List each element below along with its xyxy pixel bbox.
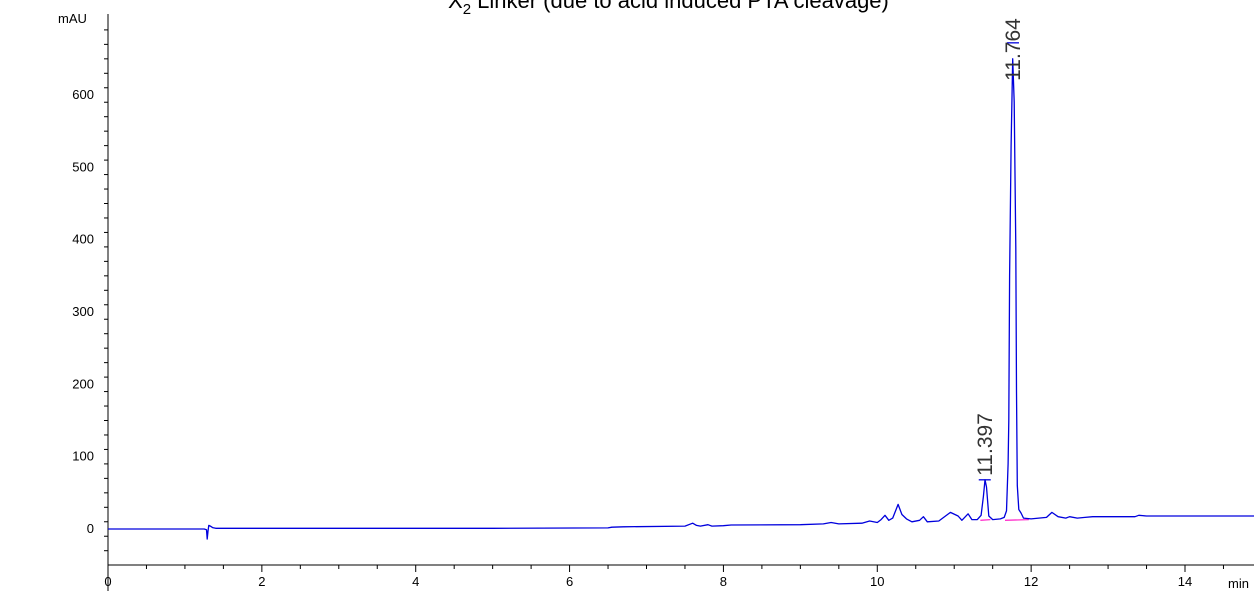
integration-baseline: [980, 518, 991, 521]
x-tick-label: 4: [412, 574, 419, 589]
x-axis-ticks: 0 2 4 6 8 10 12 14: [104, 565, 1224, 589]
chart-title-base: X: [448, 0, 463, 13]
chart-title-rest: Linker (due to acid induced PTA cleavage…: [471, 0, 889, 13]
peak-annotations: 11.397 11.764: [974, 18, 1025, 481]
y-tick-label: 300: [72, 304, 94, 319]
x-tick-label: 2: [258, 574, 265, 589]
y-axis-unit-label: mAU: [58, 11, 87, 26]
y-tick-label: 400: [72, 232, 94, 247]
y-tick-label: 500: [72, 159, 94, 174]
x-tick-label: 6: [566, 574, 573, 589]
x-tick-label: 14: [1178, 574, 1192, 589]
y-tick-label: 200: [72, 376, 94, 391]
peak-retention-label: 11.764: [1002, 18, 1025, 81]
y-tick-label: 100: [72, 449, 94, 464]
x-axis-unit-label: min: [1228, 576, 1249, 591]
y-tick-label: 0: [87, 521, 94, 536]
x-tick-label: 10: [870, 574, 884, 589]
x-tick-label: 8: [720, 574, 727, 589]
chart-title-subscript: 2: [463, 1, 471, 18]
integration-baselines: [980, 518, 1029, 521]
x-tick-label: 0: [104, 574, 111, 589]
integration-baseline: [1004, 518, 1029, 521]
peak-retention-label: 11.397: [974, 413, 997, 476]
y-tick-label: 600: [72, 87, 94, 102]
chromatogram-trace: [108, 58, 1254, 540]
chart-title: X2 Linker (due to acid induced PTA cleav…: [448, 0, 889, 18]
x-tick-label: 12: [1024, 574, 1038, 589]
y-axis-ticks: 0 100 200 300 400 500 600: [72, 29, 108, 552]
